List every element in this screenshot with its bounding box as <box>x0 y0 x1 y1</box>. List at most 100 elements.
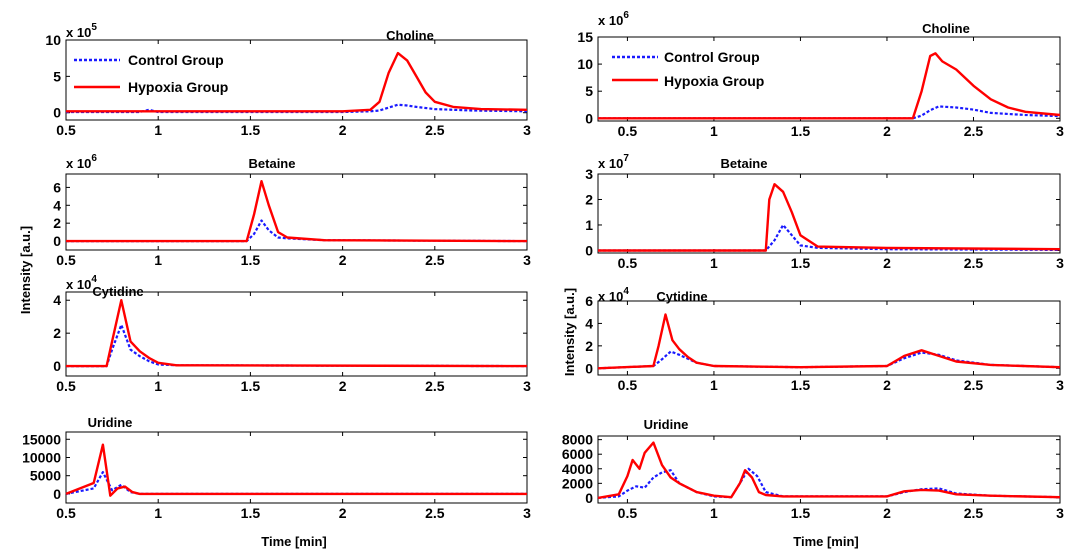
x-tick-label: 1.5 <box>241 252 261 268</box>
x-tick-label: 2 <box>339 505 347 521</box>
y-tick-label: 0 <box>53 233 61 249</box>
y-tick-label: 6 <box>53 179 61 195</box>
panel-7-axes-box <box>65 431 528 504</box>
x-tick-label: 2 <box>339 252 347 268</box>
x-tick-label: 2.5 <box>425 252 445 268</box>
series-hypoxia-line <box>66 179 528 243</box>
x-tick-label: 1 <box>710 123 718 139</box>
panel-1: 0.5 1 1.5 2 2.5 3 0 5 10 Choline x 105 <box>45 22 531 138</box>
y-exponent-power: 6 <box>623 10 629 21</box>
y-tick-label: 10 <box>577 56 593 72</box>
x-tick-label: 0.5 <box>56 252 76 268</box>
panel-6: 0.5 1 1.5 2 2.5 3 0 2 4 6 Cytidine x 104 <box>585 286 1064 393</box>
x-tick-label: 0.5 <box>56 378 76 394</box>
panel-5-axes-box <box>65 291 528 377</box>
x-tick-label: 1.5 <box>791 505 811 521</box>
y-tick-label: 6000 <box>562 446 593 462</box>
y-tick-label: 6 <box>585 293 593 309</box>
x-tick-label: 3 <box>1056 123 1064 139</box>
series-control-line <box>598 105 1061 120</box>
x-tick-label: 1.5 <box>791 255 811 271</box>
legend-left: Control Group Hypoxia Group <box>74 52 228 95</box>
panel-title: Cytidine <box>656 289 707 304</box>
panel-title: Betaine <box>721 156 768 171</box>
y-exponent-power: 4 <box>91 274 97 285</box>
x-tick-label: 0.5 <box>56 122 76 138</box>
y-exponent-power: 7 <box>623 153 629 164</box>
panel-title: Uridine <box>644 417 689 432</box>
x-tick-label: 3 <box>1056 377 1064 393</box>
y-tick-label: 2 <box>53 325 61 341</box>
x-tick-label: 3 <box>1056 505 1064 521</box>
x-tick-label: 1 <box>154 505 162 521</box>
y-tick-label: 4 <box>585 315 593 331</box>
y-tick-label: 0 <box>53 358 61 374</box>
panel-2-axes-box <box>597 36 1061 122</box>
y-tick-label: 5 <box>53 68 61 84</box>
series-hypoxia-line <box>597 441 1061 500</box>
series-hypoxia-line <box>65 443 527 497</box>
y-tick-label: 0 <box>585 360 593 376</box>
ylabel-left: Intensity [a.u.] <box>18 226 33 314</box>
panel-title: Choline <box>922 21 970 36</box>
panel-3: 0.5 1 1.5 2 2.5 3 0 2 4 6 Betaine x 106 <box>53 153 531 268</box>
y-exponent-power: 5 <box>91 22 97 33</box>
x-tick-label: 2 <box>883 123 891 139</box>
legend-left-control-label: Control Group <box>128 52 224 68</box>
xlabel-left: Time [min] <box>261 534 327 549</box>
x-tick-label: 2 <box>339 122 347 138</box>
panel-7: 0.5 1 1.5 2 2.5 3 0 5000 10000 15000 Uridine <box>22 415 531 521</box>
x-tick-label: 3 <box>523 252 531 268</box>
y-exponent-label: x 106 <box>598 10 629 28</box>
legend-left-hypoxia-label: Hypoxia Group <box>128 79 228 95</box>
x-tick-label: 1 <box>710 505 718 521</box>
x-tick-label: 3 <box>523 505 531 521</box>
y-tick-label: 0 <box>53 486 61 502</box>
x-tick-label: 2 <box>883 505 891 521</box>
x-tick-label: 0.5 <box>618 255 638 271</box>
x-tick-label: 3 <box>523 378 531 394</box>
x-tick-label: 2.5 <box>964 505 984 521</box>
x-tick-label: 0.5 <box>618 505 638 521</box>
y-exponent-label: x 104 <box>598 286 629 304</box>
panel-title: Cytidine <box>92 284 143 299</box>
y-tick-label: 0 <box>53 105 61 121</box>
y-tick-label: 1 <box>585 217 593 233</box>
x-tick-label: 0.5 <box>56 505 76 521</box>
x-tick-label: 1.5 <box>791 123 811 139</box>
y-exponent-power: 4 <box>623 286 629 297</box>
y-tick-label: 15000 <box>22 431 61 447</box>
panel-2: 0.5 1 1.5 2 2.5 3 0 5 10 15 Choline x 106 <box>577 10 1064 139</box>
panel-title: Betaine <box>249 156 296 171</box>
xlabel-right: Time [min] <box>793 534 859 549</box>
series-hypoxia-line <box>598 182 1061 252</box>
x-tick-label: 1.5 <box>241 505 261 521</box>
y-exponent-label: x 104 <box>66 274 97 292</box>
x-tick-label: 2.5 <box>425 122 445 138</box>
series-hypoxia-line <box>597 313 1061 370</box>
y-tick-label: 0 <box>585 110 593 126</box>
x-tick-label: 1.5 <box>791 377 811 393</box>
y-tick-label: 8000 <box>562 432 593 448</box>
y-tick-label: 10 <box>45 32 61 48</box>
y-tick-label: 2 <box>53 215 61 231</box>
panel-4-axes-box <box>597 173 1061 254</box>
x-tick-label: 2.5 <box>425 378 445 394</box>
x-tick-label: 2.5 <box>964 255 984 271</box>
y-tick-label: 5000 <box>30 468 61 484</box>
y-tick-label: 0 <box>585 242 593 258</box>
y-tick-label: 3 <box>585 166 593 182</box>
x-tick-label: 2 <box>339 378 347 394</box>
y-exponent-label: x 107 <box>598 153 629 171</box>
panel-title: Choline <box>386 28 434 43</box>
x-tick-label: 3 <box>523 122 531 138</box>
y-tick-label: 4 <box>53 197 61 213</box>
ylabel-right: Intensity [a.u.] <box>562 288 577 376</box>
y-exponent-label: x 106 <box>66 153 97 171</box>
y-tick-label: 4 <box>53 292 61 308</box>
panel-8-axes-box <box>597 435 1061 504</box>
x-tick-label: 2 <box>883 377 891 393</box>
